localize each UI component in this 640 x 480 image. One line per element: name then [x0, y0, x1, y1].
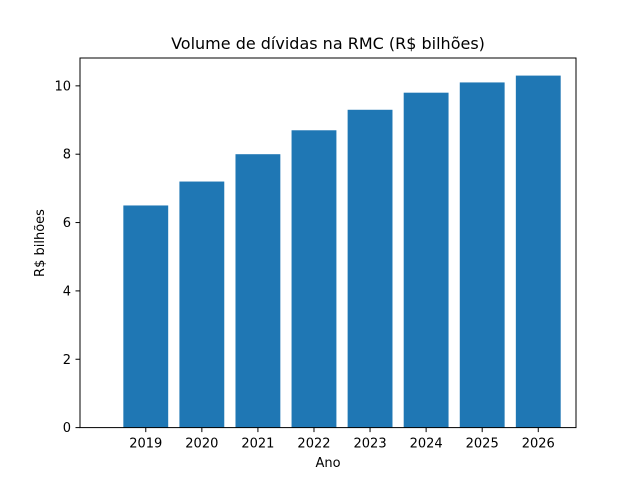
x-tick-label: 2023 [354, 437, 387, 452]
x-tick-label: 2025 [466, 437, 499, 452]
y-axis-label: R$ bilhões [33, 209, 48, 277]
y-tick-label: 2 [63, 353, 71, 368]
x-tick-label: 2019 [129, 437, 162, 452]
x-tick-label: 2026 [522, 437, 555, 452]
x-tick-label: 2022 [297, 437, 330, 452]
y-axis-ticks: 0 2 4 6 8 10 [54, 79, 80, 436]
bar-2022 [291, 130, 337, 428]
plot-frame [79, 57, 577, 429]
bar-2024 [403, 92, 449, 428]
x-axis-ticks: 2019 2020 2021 2022 2023 2024 2025 2026 [129, 427, 555, 452]
x-tick-label: 2024 [410, 437, 443, 452]
chart-title: Volume de dívidas na RMC (R$ bilhões) [171, 34, 485, 53]
x-tick-label: 2021 [241, 437, 274, 452]
bar-2025 [459, 82, 505, 428]
y-tick-label: 4 [63, 284, 71, 299]
bar-2026 [515, 75, 561, 428]
x-tick-label: 2020 [185, 437, 218, 452]
y-tick-label: 10 [54, 79, 71, 94]
y-tick-label: 6 [63, 216, 71, 231]
bar-2021 [235, 154, 281, 428]
y-tick-label: 8 [63, 148, 71, 163]
bar-2023 [347, 109, 393, 428]
bar-2019 [123, 205, 169, 428]
bar-2020 [179, 181, 225, 428]
bars-group [123, 75, 561, 428]
y-tick-label: 0 [63, 421, 71, 436]
x-axis-label: Ano [315, 456, 340, 471]
